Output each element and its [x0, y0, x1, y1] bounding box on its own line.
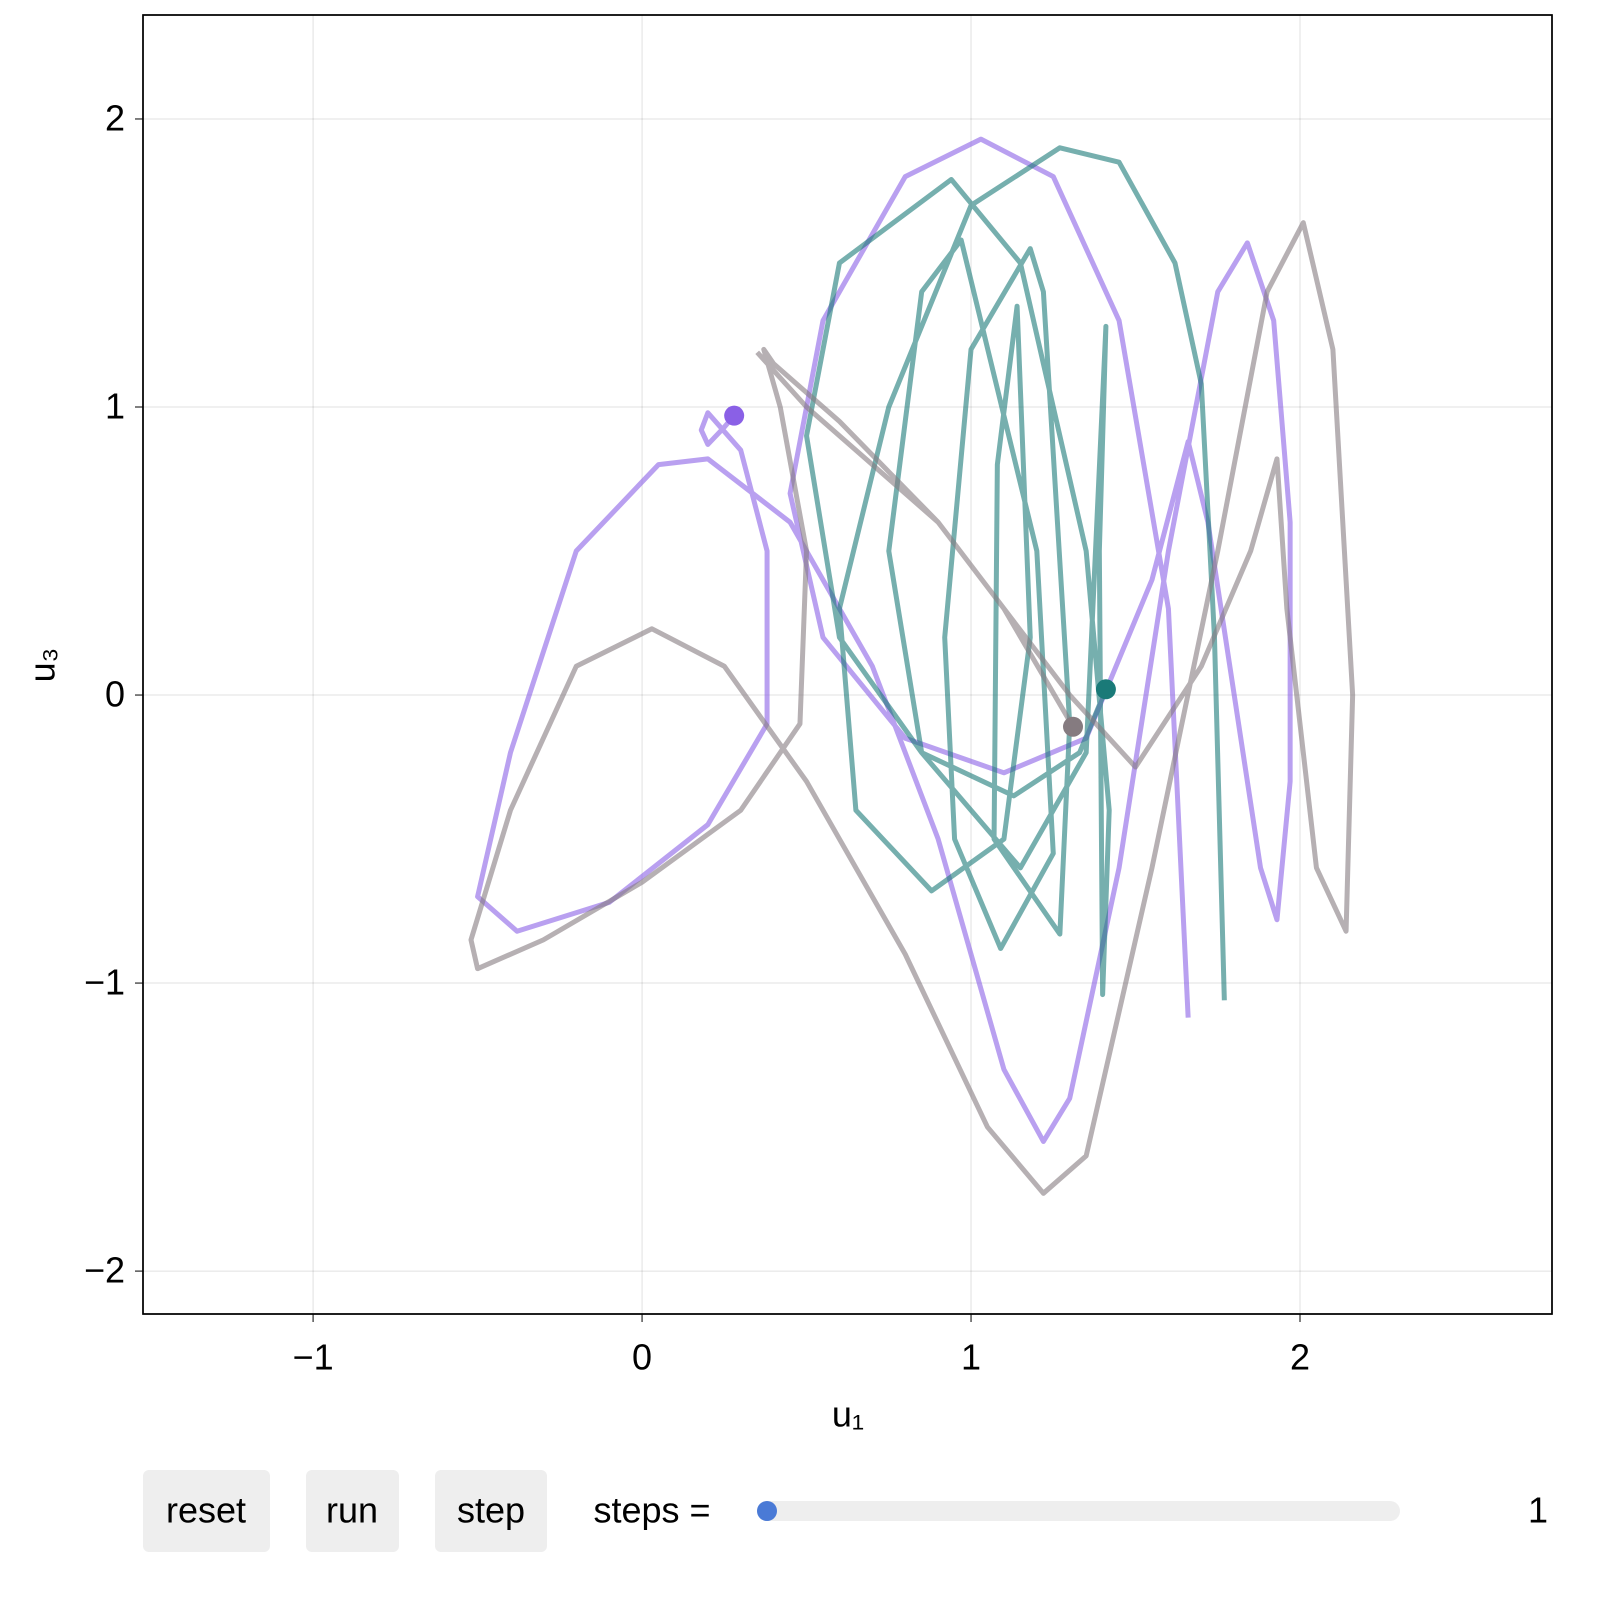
- y-tick-label: 2: [105, 97, 125, 138]
- slider-knob[interactable]: [757, 1501, 777, 1521]
- x-tick-label: 2: [1290, 1337, 1310, 1378]
- x-axis-label: u₁: [832, 1394, 864, 1435]
- button-label[interactable]: reset: [166, 1490, 246, 1531]
- x-tick-label: −1: [293, 1337, 334, 1378]
- trajectory: [468, 220, 1356, 1196]
- y-tick-label: −1: [84, 962, 125, 1003]
- step-button[interactable]: [435, 1470, 547, 1552]
- current-point: [1063, 716, 1084, 737]
- controls: reset run step steps = 1: [143, 1470, 1548, 1552]
- button-label[interactable]: step: [457, 1490, 525, 1531]
- y-tick-label: −2: [84, 1250, 125, 1291]
- slider-value: 1: [1528, 1490, 1548, 1531]
- y-tick-label: 0: [105, 674, 125, 715]
- plot-frame: [142, 14, 1553, 1315]
- reset-button[interactable]: [143, 1470, 270, 1552]
- current-point: [724, 405, 745, 426]
- y-axis-label: u₃: [22, 648, 63, 683]
- trajectory: [475, 136, 1293, 1144]
- slider-label: steps =: [593, 1490, 710, 1531]
- button-label[interactable]: run: [326, 1490, 378, 1531]
- y-tick-label: 1: [105, 386, 125, 427]
- run-button[interactable]: [306, 1470, 399, 1552]
- x-tick-label: 0: [632, 1337, 652, 1378]
- x-tick-label: 1: [961, 1337, 981, 1378]
- trajectory: [804, 145, 1227, 1001]
- current-point: [1095, 679, 1116, 700]
